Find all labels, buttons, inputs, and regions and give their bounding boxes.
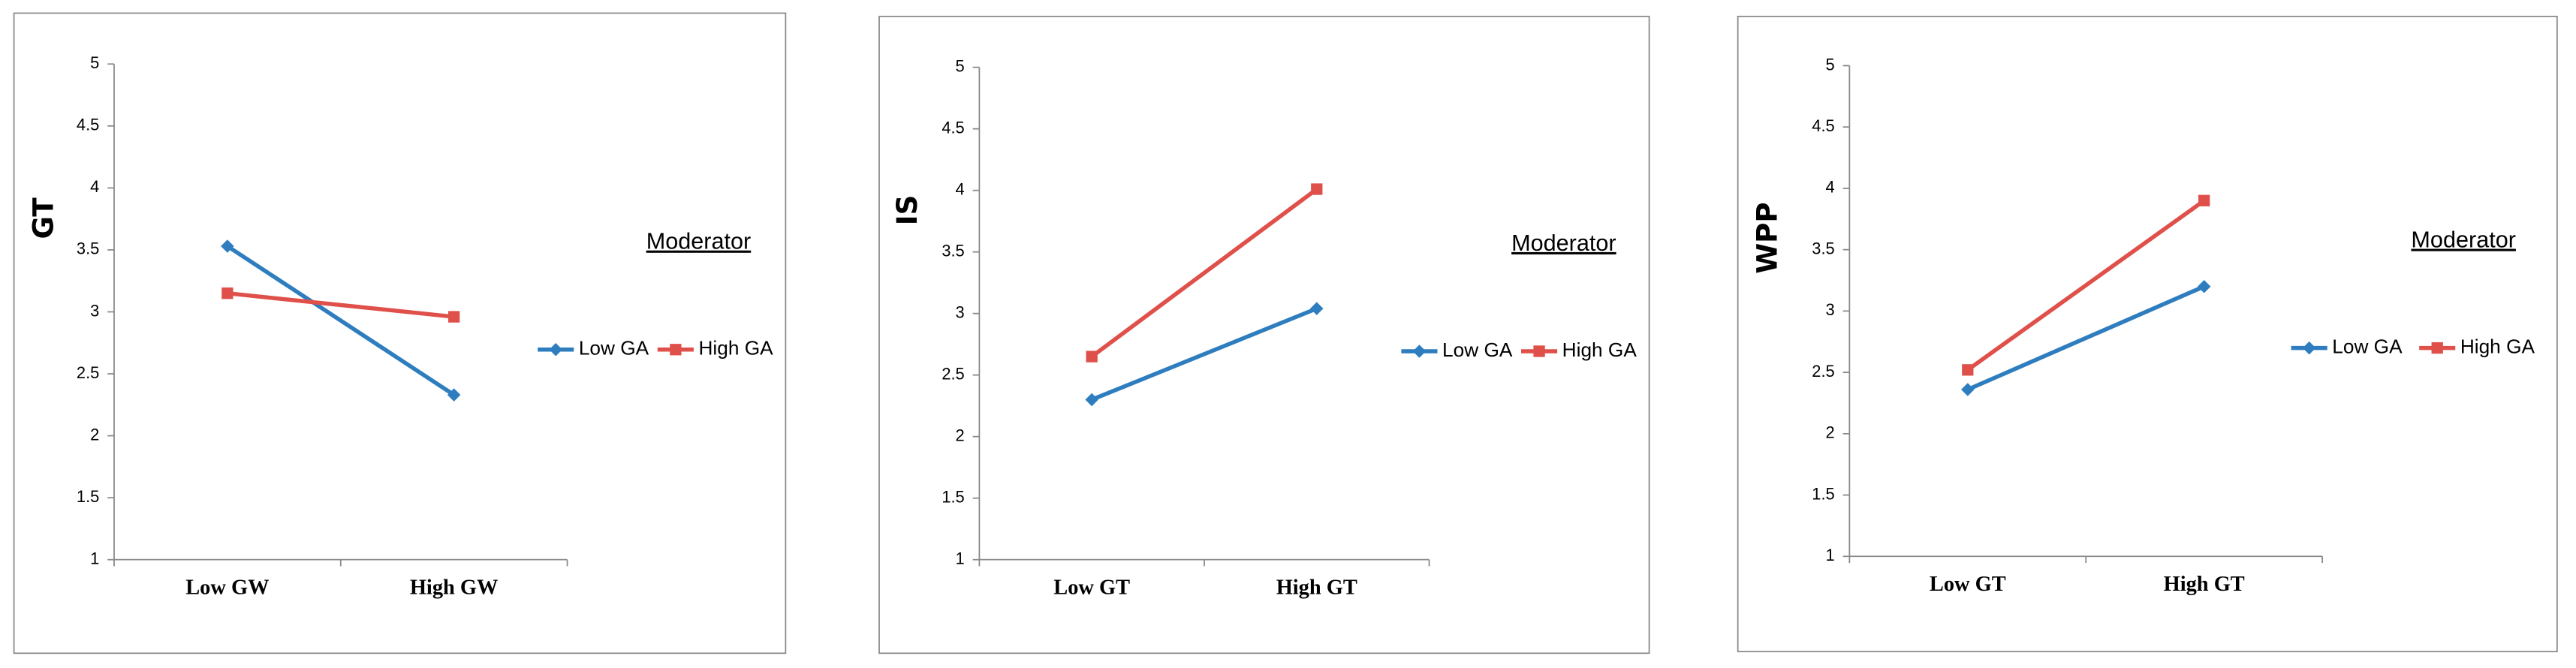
- marker: [2198, 194, 2210, 206]
- x-tick-label: Low GW: [185, 576, 269, 600]
- legend-label: Low GA: [2332, 336, 2403, 358]
- chart: 1 1.5 2 2.5 3 3.5 4 4.5 5 Low GW High GW GT Moderato…: [13, 12, 787, 654]
- marker: [1962, 364, 1974, 376]
- y-tick-label: 5: [90, 53, 99, 72]
- x-tick-label: Low GT: [1930, 573, 2006, 596]
- y-axis-label: WPP: [1751, 202, 1784, 273]
- chart-frame: [1737, 15, 2558, 653]
- y-tick-label: 2: [90, 425, 99, 444]
- y-tick-label: 5: [1826, 55, 1835, 74]
- y-axis-label: GT: [27, 197, 60, 239]
- y-tick-label: 3.5: [942, 241, 964, 260]
- y-tick-label: 2.5: [942, 364, 964, 383]
- chart-frame: [13, 12, 787, 654]
- y-tick-label: 2: [1826, 423, 1835, 442]
- legend-marker: [2431, 342, 2443, 354]
- chart: 1 1.5 2 2.5 3 3.5 4 4.5 5 Low GT High GT WPP Moderat…: [1737, 15, 2558, 653]
- legend-marker: [2302, 341, 2316, 355]
- marker: [221, 239, 234, 253]
- marker: [2197, 279, 2211, 293]
- y-tick-label: 4: [90, 177, 99, 196]
- y-tick-label: 2.5: [1812, 362, 1834, 381]
- marker: [1085, 393, 1098, 407]
- y-tick-label: 4.5: [942, 118, 964, 137]
- legend-title: Moderator: [646, 229, 752, 254]
- marker: [447, 388, 461, 402]
- legend-label: High GA: [2460, 336, 2535, 358]
- marker: [221, 287, 233, 299]
- marker: [1311, 183, 1323, 195]
- y-tick-label: 4.5: [1812, 116, 1834, 135]
- chart: 1 1.5 2 2.5 3 3.5 4 4.5 5 Low GT High GT IS Moderato…: [878, 15, 1650, 654]
- y-tick-label: 4: [956, 179, 965, 198]
- legend-marker: [670, 344, 682, 356]
- legend-marker: [1412, 345, 1427, 358]
- y-tick-label: 3.5: [77, 239, 99, 258]
- x-tick-label: Low GT: [1053, 576, 1130, 600]
- series-line: [1966, 284, 2205, 392]
- y-tick-label: 1.5: [942, 487, 964, 506]
- y-tick-label: 1.5: [77, 487, 99, 506]
- y-tick-label: 3: [90, 301, 99, 320]
- y-tick-label: 2: [956, 426, 965, 444]
- marker: [1086, 351, 1098, 363]
- legend-label: Low GA: [1442, 339, 1513, 361]
- chart-frame: [878, 15, 1650, 654]
- legend-label: High GA: [698, 337, 773, 360]
- legend-title: Moderator: [2411, 227, 2516, 253]
- y-tick-label: 5: [956, 56, 965, 75]
- y-tick-label: 1.5: [1812, 484, 1834, 503]
- legend-label: Low GA: [579, 337, 649, 360]
- y-tick-label: 4.5: [77, 116, 99, 134]
- y-tick-label: 2.5: [77, 363, 99, 382]
- series-line: [227, 290, 454, 319]
- legend-label: High GA: [1562, 339, 1637, 361]
- legend-marker: [549, 343, 562, 357]
- series-line: [1090, 187, 1318, 359]
- x-tick-label: High GT: [2164, 573, 2245, 596]
- marker: [1961, 383, 1975, 396]
- y-tick-label: 3: [1826, 300, 1835, 319]
- x-tick-label: High GW: [410, 576, 499, 600]
- y-tick-label: 1: [1826, 546, 1835, 564]
- legend-title: Moderator: [1511, 230, 1616, 256]
- marker: [447, 311, 460, 323]
- series-line: [1091, 306, 1318, 402]
- y-axis-label: IS: [890, 195, 923, 226]
- y-tick-label: 3.5: [1812, 239, 1834, 257]
- y-tick-label: 1: [956, 549, 965, 567]
- series-line: [226, 244, 456, 397]
- y-tick-label: 1: [90, 549, 99, 567]
- x-tick-label: High GT: [1276, 576, 1357, 600]
- series-line: [1966, 199, 2206, 372]
- y-tick-label: 3: [956, 302, 965, 321]
- y-tick-label: 4: [1826, 178, 1835, 197]
- legend-marker: [1533, 345, 1545, 357]
